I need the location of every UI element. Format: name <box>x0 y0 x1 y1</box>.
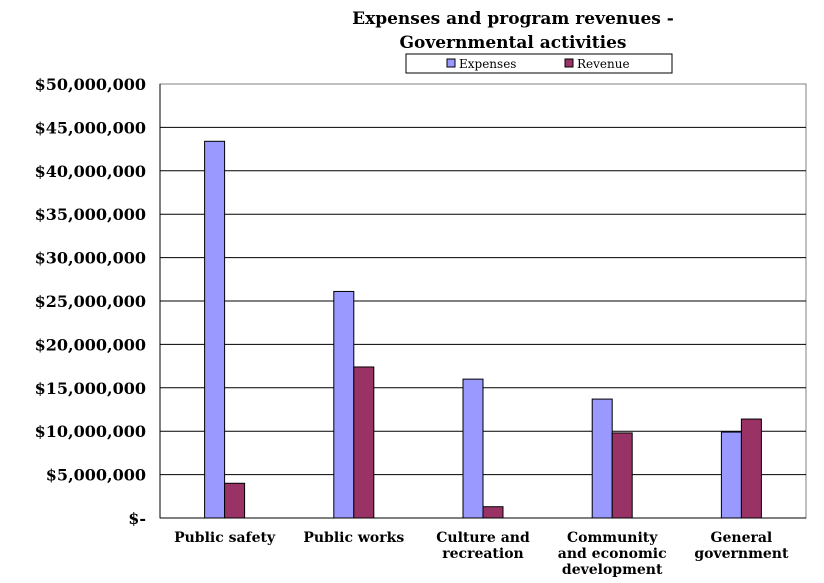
x-tick-label: Public safety <box>174 530 276 546</box>
x-tick-label-line: development <box>562 562 663 578</box>
x-axis-ticks: Public safety Public works Culture and recr… <box>174 530 789 578</box>
x-tick-label-line: Public works <box>303 530 404 546</box>
y-tick-label: $40,000,000 <box>35 162 146 181</box>
bar-expenses-4 <box>720 431 742 519</box>
y-tick-label: $10,000,000 <box>35 422 146 441</box>
y-tick-label: $15,000,000 <box>35 379 146 398</box>
bar-expenses-0 <box>204 140 226 519</box>
x-tick-label-line: and economic <box>558 546 667 562</box>
legend-swatch-expenses <box>446 58 456 68</box>
plot-area <box>159 83 807 519</box>
x-tick-label: Public works <box>303 530 404 546</box>
y-tick-label: $25,000,000 <box>35 292 146 311</box>
bar-revenue-2 <box>482 506 504 519</box>
y-axis-ticks: $- $5,000,000 $10,000,000 $15,000,000 $20,00… <box>35 75 146 528</box>
bar-expenses-1 <box>333 290 355 519</box>
legend-label-revenue: Revenue <box>577 57 630 71</box>
y-tick-label: $35,000,000 <box>35 205 146 224</box>
bar-revenue-3 <box>611 432 633 519</box>
chart-title: Expenses and program revenues - <box>352 9 674 29</box>
bar-revenue-4 <box>740 418 762 519</box>
x-tick-label: Culture and recreation <box>436 530 530 562</box>
x-tick-label-line: Public safety <box>174 530 276 546</box>
y-tick-label: $30,000,000 <box>35 249 146 268</box>
bar-expenses-3 <box>591 398 613 519</box>
y-tick-label: $20,000,000 <box>35 335 146 354</box>
x-tick-label: General government <box>694 530 789 562</box>
legend-box <box>405 53 673 74</box>
y-tick-label: $5,000,000 <box>46 466 146 485</box>
x-tick-label-line: Culture and <box>436 530 530 546</box>
chart-subtitle: Governmental activities <box>400 33 627 53</box>
legend-label-expenses: Expenses <box>459 57 516 71</box>
x-tick-label-line: recreation <box>442 546 523 562</box>
x-tick-label-line: General <box>711 530 773 546</box>
x-tick-label-line: government <box>694 546 789 562</box>
bar-revenue-1 <box>353 366 375 519</box>
bar-revenue-0 <box>224 482 246 519</box>
x-tick-label-line: Community <box>567 530 658 546</box>
y-tick-label: $- <box>128 509 146 528</box>
legend-swatch-revenue <box>564 58 574 68</box>
bar-expenses-2 <box>462 378 484 519</box>
x-tick-label: Community and economic development <box>558 530 667 578</box>
legend: Expenses Revenue <box>405 53 673 74</box>
y-tick-label: $50,000,000 <box>35 75 146 94</box>
y-tick-label: $45,000,000 <box>35 118 146 137</box>
